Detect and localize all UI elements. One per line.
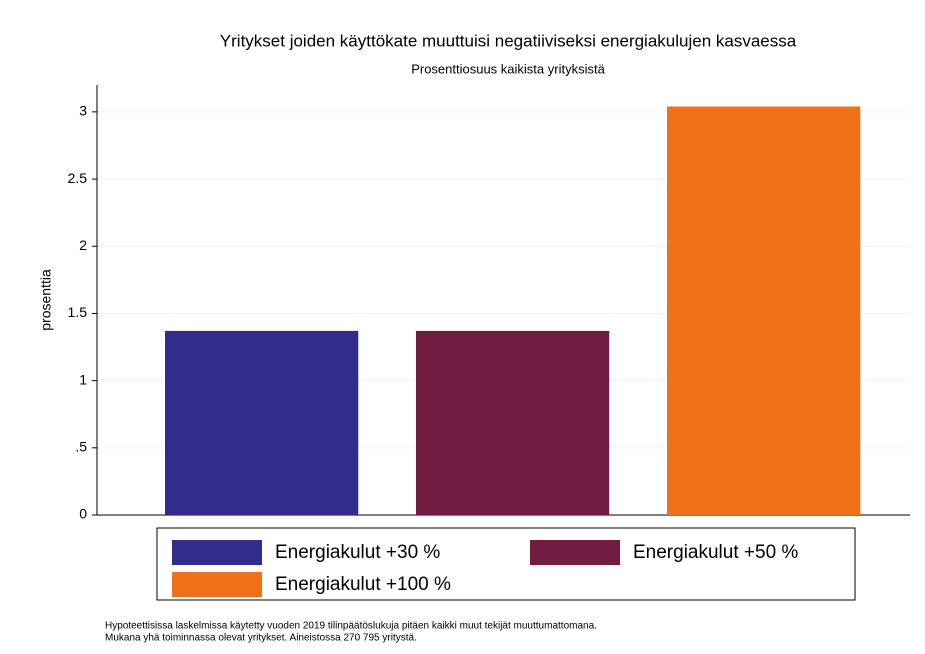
bar bbox=[165, 330, 359, 515]
y-tick-label: 3 bbox=[79, 103, 87, 119]
legend-label: Energiakulut +100 % bbox=[275, 574, 451, 595]
legend-box bbox=[156, 527, 856, 601]
note: Hypoteettisissa laskelmissa käytetty vuo… bbox=[105, 621, 597, 632]
y-tick-label: 1 bbox=[79, 371, 87, 387]
legend-swatch bbox=[530, 540, 620, 565]
chart-subtitle: Prosenttiosuus kaikista yrityksistä bbox=[411, 61, 605, 76]
bar bbox=[667, 106, 861, 515]
y-tick-label: 1.5 bbox=[68, 304, 88, 320]
note: Mukana yhä toiminnassa olevat yritykset.… bbox=[105, 633, 417, 644]
y-tick-label: .5 bbox=[75, 439, 87, 455]
chart-title: Yritykset joiden käyttökate muuttuisi ne… bbox=[220, 31, 797, 50]
y-tick-label: 0 bbox=[79, 506, 87, 522]
legend-label: Energiakulut +50 % bbox=[633, 542, 798, 563]
legend-swatch bbox=[172, 540, 262, 565]
y-tick-label: 2.5 bbox=[68, 170, 88, 186]
y-tick-label: 2 bbox=[79, 237, 87, 253]
bar bbox=[416, 330, 610, 515]
legend-swatch bbox=[172, 572, 262, 597]
legend-label: Energiakulut +30 % bbox=[275, 542, 440, 563]
y-axis-label: prosenttia bbox=[38, 269, 54, 331]
